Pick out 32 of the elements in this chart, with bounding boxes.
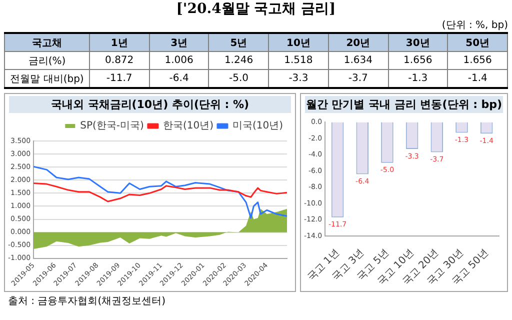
text: 1.656: [463, 55, 492, 66]
text: 1.246: [224, 55, 254, 66]
text: 1.518: [284, 55, 313, 66]
text: ['20.4월말 국고채 금리]: [175, 0, 337, 18]
text: 1.656: [404, 55, 432, 66]
source-note: 출처 : 금융투자협회(채권정보센터): [8, 295, 167, 308]
category-label: 50년: [448, 33, 508, 52]
text: -1.3: [408, 73, 428, 84]
legend-label: 한국(10년): [162, 120, 214, 132]
text: 0.872: [105, 55, 134, 66]
text: -3.3: [288, 73, 308, 84]
text: 1.634: [344, 55, 372, 66]
category-label: 30년: [388, 33, 448, 52]
category-label: 5년: [208, 33, 269, 52]
category-label: 20년: [328, 33, 388, 52]
text: -11.7: [106, 73, 132, 84]
text: (단위 : %, bp): [440, 19, 508, 32]
category-label: 금리(%): [28, 56, 66, 66]
category-label: 전월말 대비(bp): [10, 74, 84, 84]
chart-title: 월간 만기별 국내 금리 변동(단위 : bp): [305, 96, 503, 113]
legend-label: 미국(10년): [232, 120, 284, 132]
legend-label: SP(한국-미국): [80, 120, 144, 132]
text: 국고채: [4, 33, 90, 52]
text: -5.0: [229, 73, 249, 84]
text: -1.4: [468, 73, 488, 84]
category-label: 10년: [268, 33, 328, 52]
text: -6.4: [169, 73, 189, 84]
text: 1.006: [164, 55, 194, 66]
category-label: 1년: [90, 33, 150, 52]
category-label: 3년: [149, 33, 209, 52]
text: -3.7: [348, 73, 368, 84]
chart-title: 국내외 국채금리(10년) 추이(단위 : %): [9, 96, 291, 113]
